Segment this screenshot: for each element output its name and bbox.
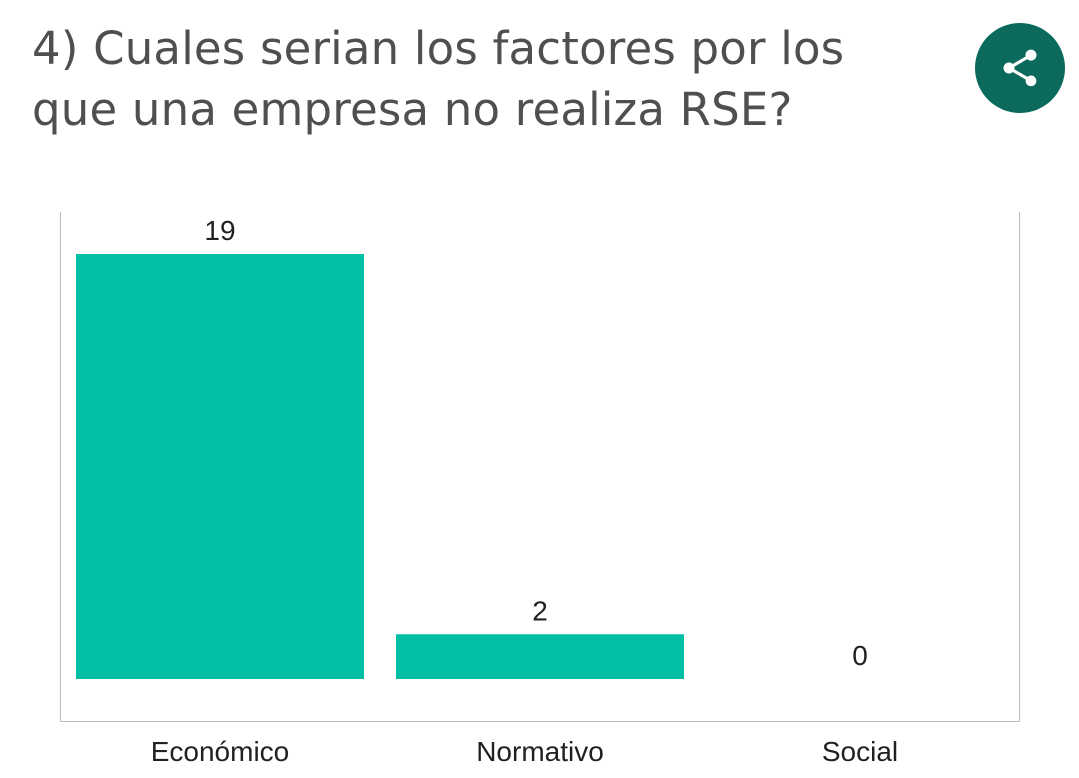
bar-value-label: 0 (852, 640, 868, 671)
bars-layer: 19 Económico 2 Normativo 0 Social (76, 215, 898, 767)
bar-value-label: 2 (532, 595, 548, 626)
bar-value-label: 19 (204, 215, 235, 246)
question-title: 4) Cuales serian los factores por los qu… (32, 22, 845, 136)
share-icon (1003, 49, 1037, 87)
bar-1 (396, 634, 684, 679)
x-tick-label: Social (822, 736, 898, 767)
bar-0 (76, 254, 364, 679)
x-tick-label: Normativo (476, 736, 604, 767)
x-tick-label: Económico (151, 736, 290, 767)
share-button[interactable] (975, 23, 1065, 113)
